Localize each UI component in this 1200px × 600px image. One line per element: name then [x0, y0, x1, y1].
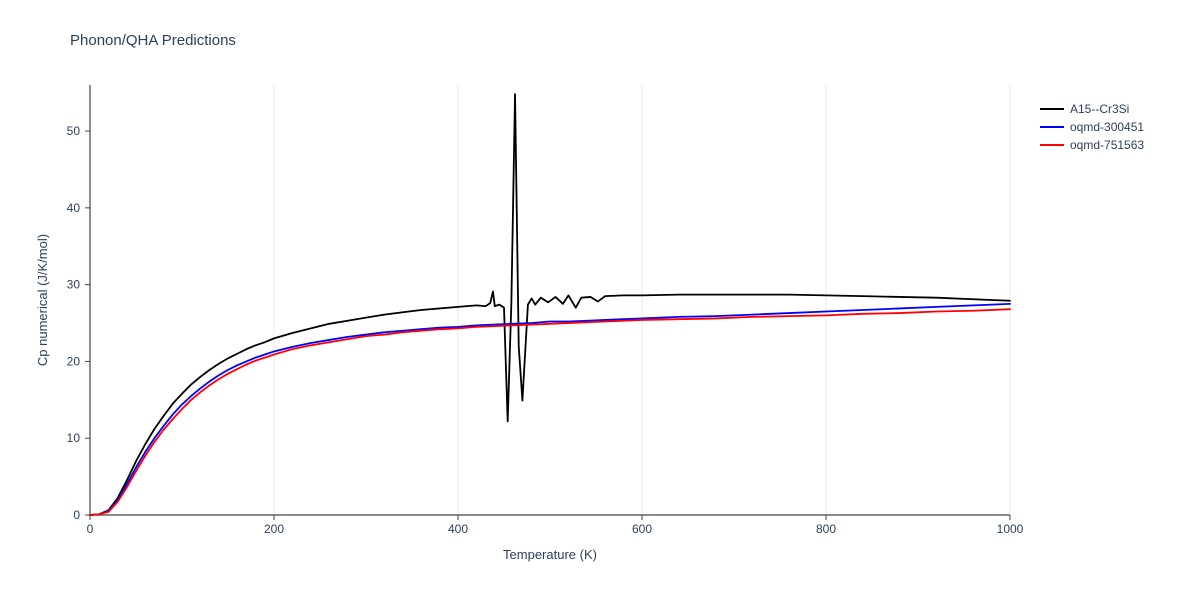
legend-label: oqmd-300451 — [1070, 118, 1144, 136]
legend-swatch — [1040, 126, 1064, 128]
legend-swatch — [1040, 108, 1064, 110]
y-axis-label: Cp numerical (J/K/mol) — [35, 85, 50, 515]
legend-label: A15--Cr3Si — [1070, 100, 1129, 118]
plot-svg: 0 200 400 600 800 1000 0 10 20 30 40 50 — [0, 0, 1200, 600]
legend-label: oqmd-751563 — [1070, 136, 1144, 154]
x-tick-label: 1000 — [997, 522, 1024, 536]
series-line — [90, 309, 1010, 515]
x-axis-label: Temperature (K) — [90, 547, 1010, 562]
series-line — [90, 304, 1010, 515]
y-tick-label: 20 — [67, 354, 81, 368]
x-tick-label: 200 — [264, 522, 284, 536]
y-tick-label: 40 — [67, 201, 81, 215]
series-line — [90, 94, 1010, 515]
chart-container: { "chart": { "type": "line", "title": "P… — [0, 0, 1200, 600]
y-tick-label: 50 — [67, 124, 81, 138]
legend-item[interactable]: oqmd-300451 — [1040, 118, 1144, 136]
x-tick-label: 0 — [87, 522, 94, 536]
legend: A15--Cr3Sioqmd-300451oqmd-751563 — [1040, 100, 1144, 154]
x-tick-label: 600 — [632, 522, 652, 536]
plot-group: 0 200 400 600 800 1000 0 10 20 30 40 50 — [67, 85, 1024, 536]
y-tick-label: 0 — [73, 508, 80, 522]
legend-swatch — [1040, 144, 1064, 146]
x-tick-label: 800 — [816, 522, 836, 536]
legend-item[interactable]: A15--Cr3Si — [1040, 100, 1144, 118]
legend-item[interactable]: oqmd-751563 — [1040, 136, 1144, 154]
y-tick-label: 10 — [67, 431, 81, 445]
y-tick-label: 30 — [67, 278, 81, 292]
x-tick-label: 400 — [448, 522, 468, 536]
